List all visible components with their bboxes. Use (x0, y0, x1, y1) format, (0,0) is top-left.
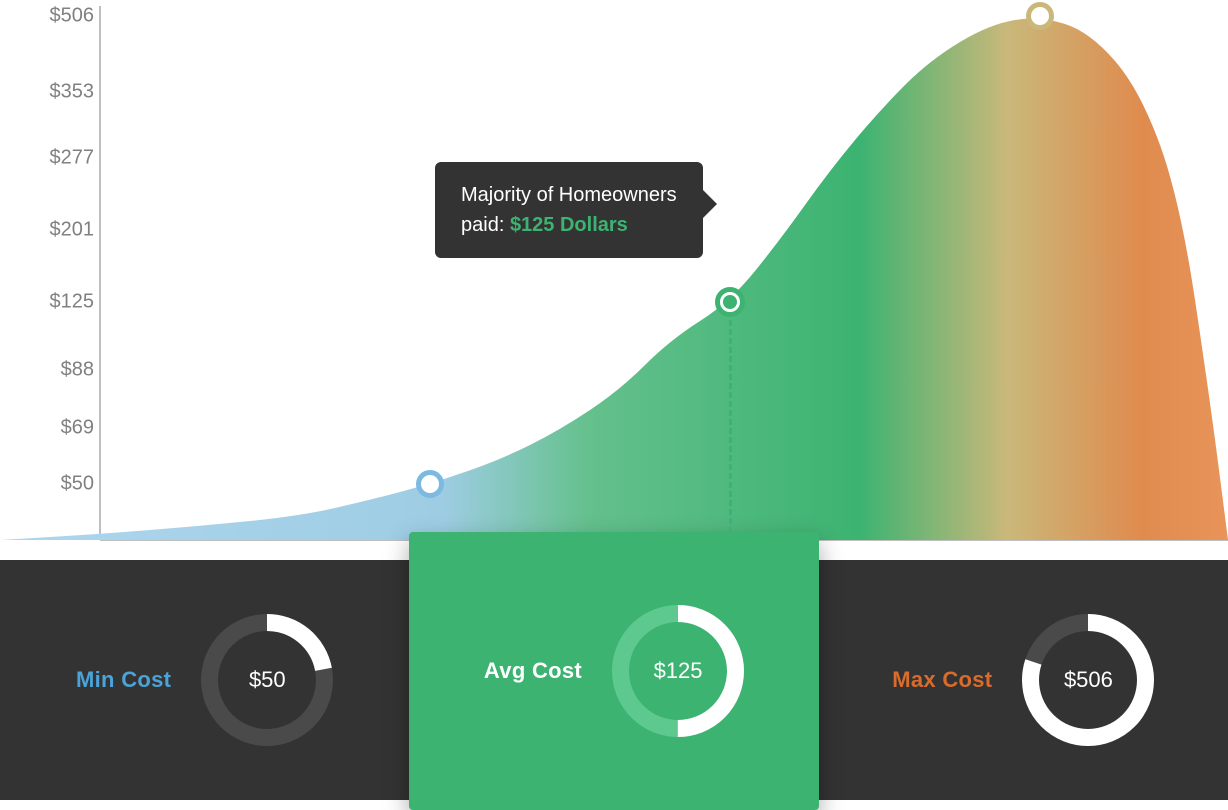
min-cost-value: $50 (201, 614, 333, 746)
avg-cost-card: Avg Cost $125 (409, 532, 818, 810)
max-marker (1026, 2, 1054, 30)
avg-tooltip: Majority of Homeowners paid: $125 Dollar… (435, 162, 703, 258)
distribution-area (0, 19, 1228, 540)
max-cost-card: Max Cost $506 (819, 560, 1228, 800)
tooltip-line1: Majority of Homeowners (461, 180, 677, 210)
cost-distribution-widget: $506$353$277$201$125$88$69$50 Majority o… (0, 0, 1228, 800)
avg-marker-dot (723, 295, 737, 309)
min-cost-label: Min Cost (76, 667, 171, 693)
avg-cost-label: Avg Cost (484, 658, 582, 684)
avg-cost-donut: $125 (612, 605, 744, 737)
tooltip-prefix: paid: (461, 214, 510, 236)
max-cost-donut: $506 (1022, 614, 1154, 746)
avg-cost-value: $125 (612, 605, 744, 737)
distribution-plot (0, 0, 1228, 560)
tooltip-line2: paid: $125 Dollars (461, 210, 677, 240)
chart-area: $506$353$277$201$125$88$69$50 Majority o… (0, 0, 1228, 560)
min-cost-donut: $50 (201, 614, 333, 746)
max-cost-value: $506 (1022, 614, 1154, 746)
min-cost-card: Min Cost $50 (0, 560, 409, 800)
tooltip-value: $125 Dollars (510, 214, 628, 236)
min-marker (416, 470, 444, 498)
max-cost-label: Max Cost (892, 667, 992, 693)
tooltip-arrow-icon (703, 190, 717, 218)
summary-cards-row: Min Cost $50 Avg Cost $125 Max Cost (0, 560, 1228, 800)
avg-guide-line (729, 302, 732, 560)
